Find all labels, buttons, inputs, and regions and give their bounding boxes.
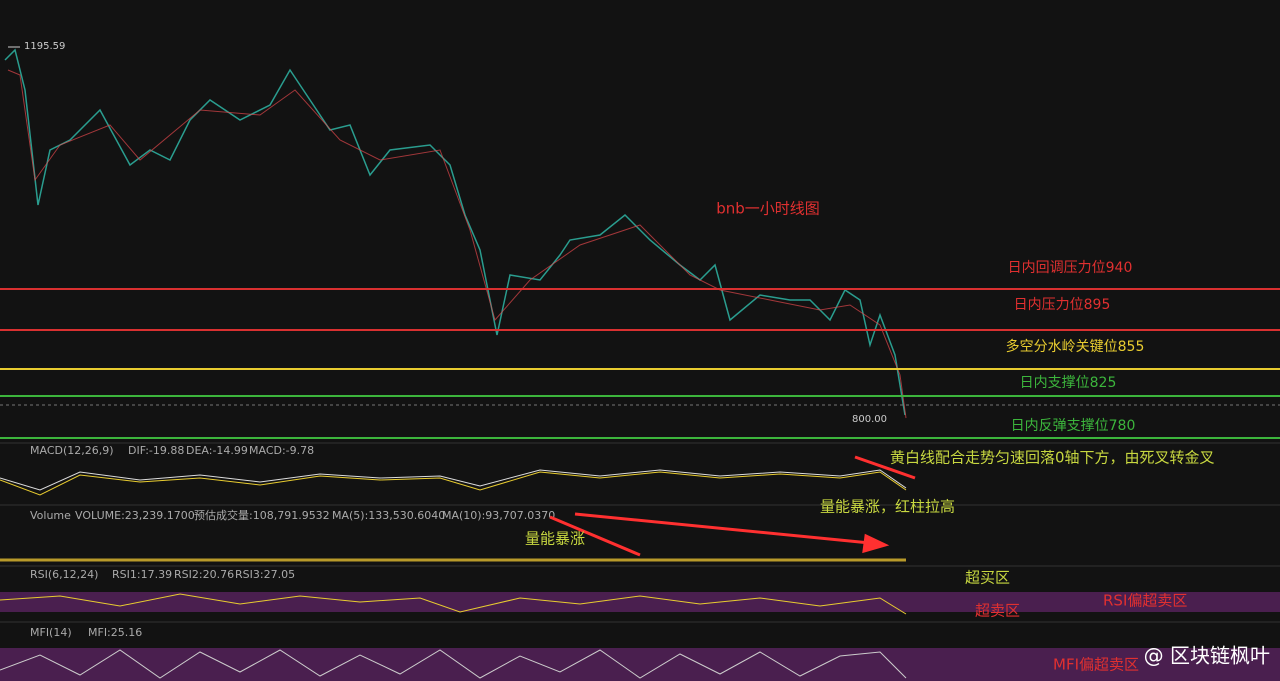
high-label: 1195.59 [24,41,65,52]
rsi3: RSI3:27.05 [235,568,295,581]
level-label: 日内回调压力位940 [1008,260,1133,276]
annotation: 量能暴涨，红柱拉高 [820,498,955,516]
level-label: 日内反弹支撑位780 [1011,418,1136,434]
macd-line [0,471,907,496]
annotation: 超买区 [965,569,1010,587]
mfi-line [0,649,907,679]
macd-value: MACD:-9.78 [249,444,314,457]
chart-title: bnb一小时线图 [716,200,820,218]
dif-line [0,469,907,491]
watermark: @ 区块链枫叶 [1144,644,1270,668]
low-label: 800.00 [852,414,887,425]
annotation: 量能暴涨 [525,530,585,548]
volume-ma10: MA(10):93,707.0370 [442,509,555,522]
rsi1: RSI1:17.39 [112,568,172,581]
macd-name: MACD(12,26,9) [30,444,114,457]
mfi-band [0,648,1280,681]
rsi2: RSI2:20.76 [174,568,234,581]
macd-dea: DEA:-14.99 [186,444,248,457]
level-label: 多空分水岭关键位855 [1006,338,1145,355]
volume-value: VOLUME:23,239.1700 [75,509,195,522]
level-label: 日内压力位895 [1014,297,1111,313]
annotation: 超卖区 [975,602,1020,620]
level-label: 日内支撑位825 [1020,375,1117,391]
mfi-name: MFI(14) [30,626,72,639]
rsi-name: RSI(6,12,24) [30,568,98,581]
volume-ma5: MA(5):133,530.6040 [332,509,445,522]
arrows [549,455,916,557]
volume-name: Volume [30,509,71,522]
separators [0,442,1280,623]
rsi-line [0,593,907,615]
annotation: 黄白线配合走势匀速回落0轴下方，由死叉转金叉 [890,449,1215,467]
price-path-red [7,69,907,419]
mfi-value: MFI:25.16 [88,626,142,639]
annotation: MFI偏超卖区 [1053,656,1139,674]
annotation: RSI偏超卖区 [1103,592,1187,610]
macd-dif: DIF:-19.88 [128,444,184,457]
price-path [4,48,906,416]
volume-estimate: 预估成交量:108,791.9532 [194,508,330,522]
rsi-band [0,592,1280,612]
